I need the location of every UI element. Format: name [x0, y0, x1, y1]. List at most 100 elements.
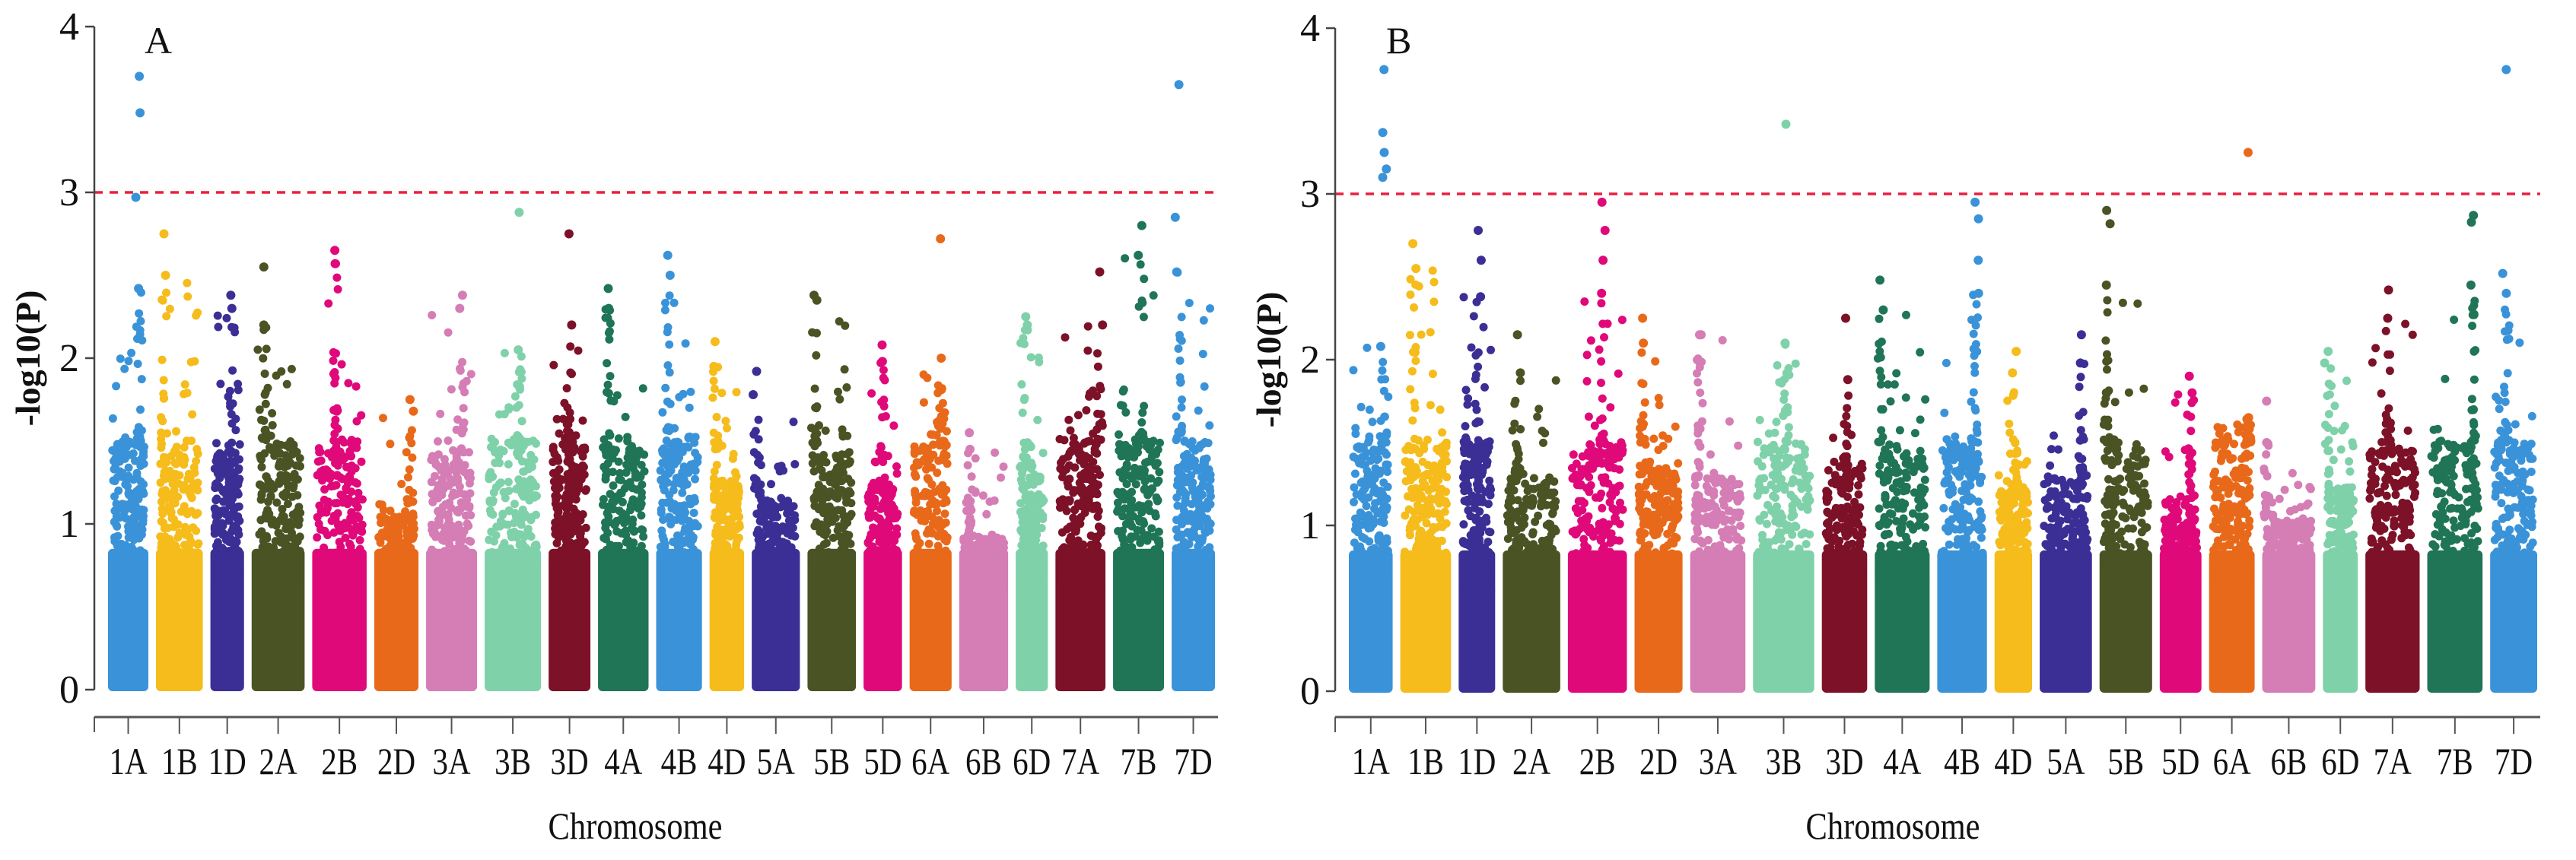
snp-point [1138, 408, 1147, 417]
snp-point [1426, 582, 1435, 591]
snp-point [1019, 452, 1028, 461]
snp-point [658, 459, 667, 468]
snp-point [1433, 541, 1442, 551]
snp-point [332, 573, 341, 582]
snp-point [490, 537, 498, 546]
snp-point [1070, 506, 1080, 515]
snp-point [321, 470, 330, 479]
snp-point [1382, 534, 1391, 543]
snp-point [526, 552, 535, 561]
snp-point [119, 573, 128, 582]
snp-point [550, 449, 559, 459]
snp-point [1362, 502, 1371, 510]
snp-point [168, 480, 177, 488]
snp-point [1409, 586, 1418, 595]
snp-point [605, 558, 614, 566]
snp-point [1469, 535, 1478, 544]
snp-point [1083, 346, 1092, 355]
snp-point [889, 533, 898, 542]
chromosome-4B-points [656, 250, 702, 691]
snp-point [659, 482, 668, 490]
snp-point [229, 481, 238, 490]
snp-point [519, 540, 528, 549]
snp-point [291, 461, 301, 470]
snp-point [397, 480, 406, 488]
snp-point [889, 556, 898, 565]
snp-point [1089, 565, 1099, 574]
snp-point [789, 417, 798, 427]
snp-point [466, 511, 475, 520]
top-hit-point [965, 444, 975, 454]
snp-point [465, 503, 474, 513]
snp-point [260, 370, 269, 378]
x-tick-label-2D: 2D [377, 740, 415, 782]
chromosome-7A-points [1055, 267, 1108, 691]
snp-point [452, 490, 461, 499]
chromosome-5D-points [863, 340, 902, 691]
snp-point [258, 575, 267, 584]
snp-point [450, 544, 460, 554]
snp-point [256, 516, 266, 525]
snp-point [629, 538, 638, 547]
snp-point [1138, 502, 1147, 511]
snp-point [623, 562, 632, 570]
snp-point [1487, 585, 1496, 595]
snp-point [396, 559, 405, 568]
snp-point [234, 547, 243, 556]
top-hit-point [1378, 173, 1388, 182]
snp-point [268, 420, 277, 430]
snp-point [782, 577, 790, 586]
snp-point [139, 573, 148, 582]
snp-point [1201, 527, 1210, 536]
snp-point [549, 360, 558, 370]
snp-point [288, 443, 297, 452]
snp-point [488, 547, 497, 557]
snp-point [963, 570, 972, 579]
snp-point [485, 497, 495, 506]
snp-point [669, 298, 679, 307]
snp-point [345, 472, 354, 481]
x-tick-label-4D: 4D [708, 740, 746, 782]
snp-point [709, 474, 718, 483]
snp-point [558, 519, 568, 528]
snp-point [941, 535, 950, 544]
snp-point [463, 472, 472, 481]
snp-point [1349, 452, 1358, 462]
snp-point [1426, 328, 1435, 337]
snp-point [710, 384, 719, 393]
snp-point [1079, 490, 1088, 499]
snp-point [846, 489, 855, 498]
top-hit-point [1022, 320, 1032, 330]
snp-point [282, 379, 291, 389]
snp-point [383, 525, 392, 534]
snp-point [404, 473, 412, 482]
snp-point [192, 456, 201, 465]
snp-point [1085, 454, 1094, 463]
snp-point [985, 538, 994, 547]
snp-point [284, 500, 292, 509]
snp-point [1368, 417, 1377, 427]
snp-point [777, 493, 786, 503]
snp-point [517, 514, 526, 523]
snp-point [517, 367, 526, 376]
snp-point [663, 550, 672, 559]
snp-point [113, 541, 122, 551]
snp-point [1350, 497, 1358, 506]
snp-point [1462, 435, 1471, 444]
snp-point [485, 557, 494, 566]
snp-point [1199, 316, 1208, 325]
snp-point [912, 458, 921, 467]
x-tick-label-7A: 7A [1061, 740, 1099, 782]
snp-point [1096, 584, 1105, 592]
snp-point [606, 565, 615, 574]
snp-point [938, 436, 947, 446]
snp-point [570, 462, 579, 471]
snp-point [919, 398, 928, 407]
snp-point [165, 466, 174, 475]
snp-point [277, 367, 286, 376]
snp-point [181, 530, 190, 539]
snp-point [281, 518, 290, 527]
snp-point [125, 490, 133, 500]
snp-point [932, 573, 941, 582]
